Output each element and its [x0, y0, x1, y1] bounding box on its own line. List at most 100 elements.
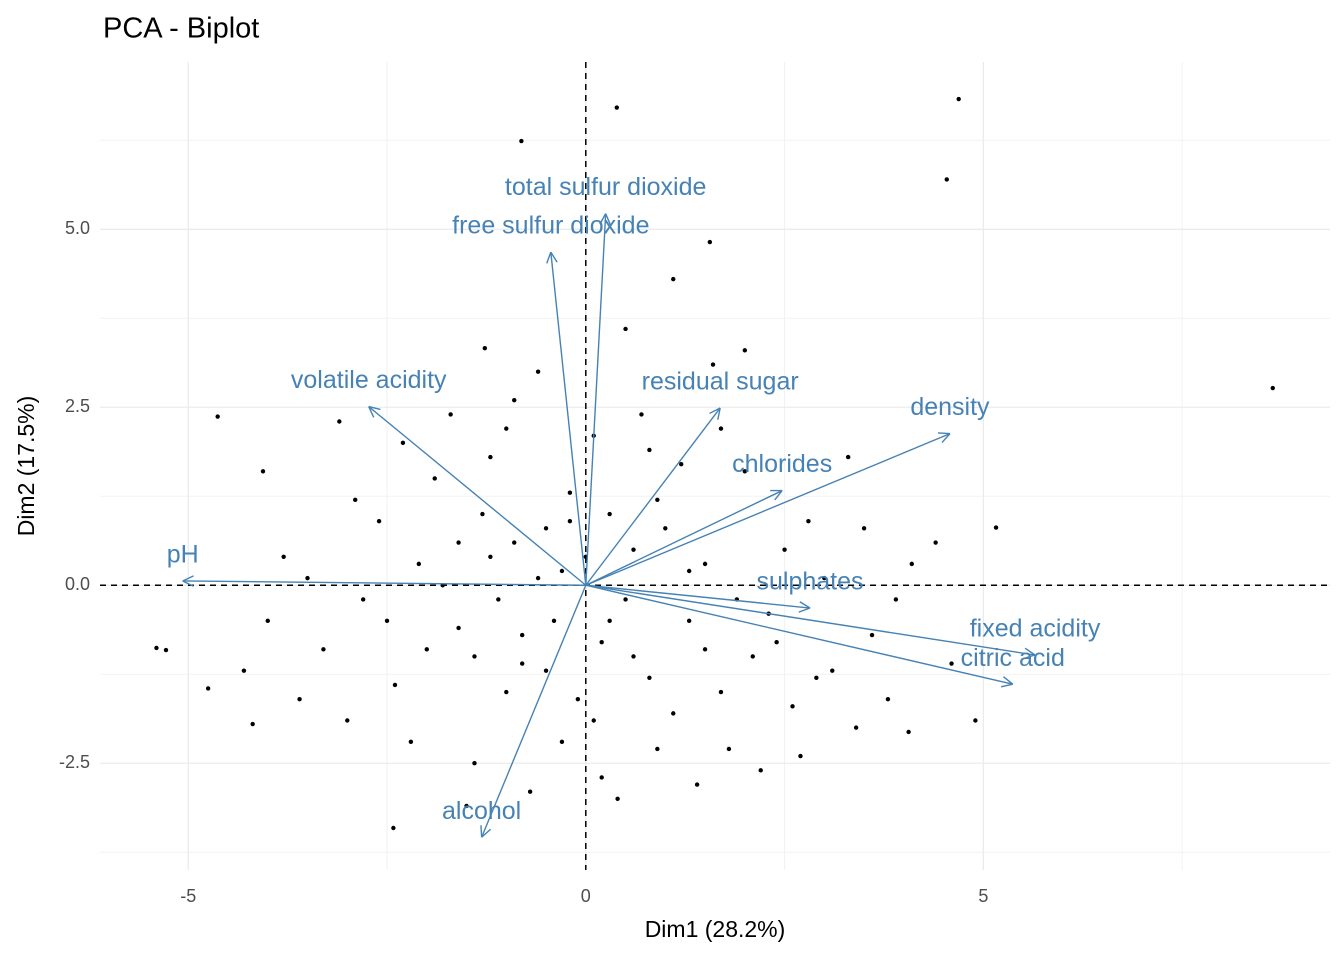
point [647, 447, 652, 453]
point [260, 469, 266, 474]
arrow-label: volatile acidity [291, 366, 447, 394]
arrow [585, 489, 783, 586]
point [480, 511, 485, 517]
point [281, 554, 286, 559]
point [679, 462, 684, 467]
point [639, 412, 644, 417]
point [782, 547, 787, 552]
chart-title: PCA - Biplot [103, 13, 259, 45]
point [559, 739, 565, 745]
point [599, 639, 604, 645]
point [360, 597, 366, 602]
point [265, 618, 270, 624]
point [631, 654, 636, 659]
arrow-head [182, 575, 194, 582]
point [567, 490, 573, 495]
point [535, 575, 541, 581]
point [631, 547, 636, 552]
arrow [585, 213, 607, 586]
y-tick-label: -2.5 [59, 752, 90, 772]
point [822, 575, 827, 581]
point [647, 675, 652, 680]
arrow-head [798, 607, 811, 613]
point [607, 618, 612, 624]
arrow-head [368, 406, 375, 418]
point [488, 454, 493, 460]
arrow-label: pH [167, 541, 199, 569]
arrow [182, 580, 586, 586]
arrow-head [368, 405, 381, 411]
point [424, 647, 429, 652]
point [337, 419, 342, 424]
arrow [368, 406, 587, 586]
point [297, 696, 302, 702]
arrow-label: fixed acidity [970, 615, 1101, 643]
arrow-head [799, 601, 811, 609]
x-tick-label: 5 [978, 886, 988, 906]
point [973, 718, 978, 723]
point [504, 426, 509, 431]
point [671, 711, 676, 716]
arrow-head [1023, 654, 1036, 660]
arrow-head [1002, 676, 1014, 685]
arrow [585, 407, 721, 586]
arrow-head [937, 432, 950, 435]
point [519, 138, 524, 144]
arrow-head [546, 251, 552, 264]
point [551, 618, 557, 624]
point [519, 632, 525, 638]
arrow-head [480, 825, 483, 838]
point [376, 518, 382, 524]
point [575, 696, 581, 702]
point [718, 689, 724, 695]
point [655, 746, 660, 752]
point [321, 647, 326, 652]
y-axis-title: Dim2 (17.5%) [13, 396, 39, 537]
point [742, 469, 748, 474]
arrow [585, 432, 951, 586]
point [488, 554, 493, 559]
point [798, 753, 803, 759]
point [655, 497, 660, 503]
point [535, 369, 541, 374]
arrow-label: density [910, 393, 990, 421]
arrow-head [481, 828, 492, 838]
point [391, 825, 396, 831]
point [845, 454, 851, 460]
point [893, 597, 899, 602]
point [750, 654, 755, 659]
point [623, 597, 628, 602]
point [559, 568, 565, 574]
point [472, 761, 477, 766]
point [345, 718, 350, 723]
point [671, 276, 676, 282]
arrow-head [1024, 647, 1036, 656]
point [956, 96, 961, 102]
point [504, 689, 509, 695]
point [607, 511, 612, 517]
point [702, 647, 708, 652]
point [707, 239, 713, 245]
point [885, 696, 891, 702]
point [663, 526, 668, 531]
point [205, 686, 211, 691]
arrow-head [709, 407, 721, 415]
point [496, 597, 501, 602]
point [830, 668, 835, 673]
point [599, 775, 604, 780]
arrow [585, 584, 811, 609]
point [543, 526, 549, 531]
point [400, 440, 406, 446]
point [163, 647, 169, 653]
arrow-label: free sulfur dioxide [452, 212, 649, 240]
arrow [585, 584, 1036, 656]
arrow-head [182, 580, 194, 587]
point [384, 618, 390, 624]
point [790, 704, 795, 709]
x-tick-label: -5 [180, 886, 196, 906]
point [527, 789, 533, 794]
point [742, 348, 748, 353]
point [512, 540, 517, 545]
point [241, 668, 247, 673]
